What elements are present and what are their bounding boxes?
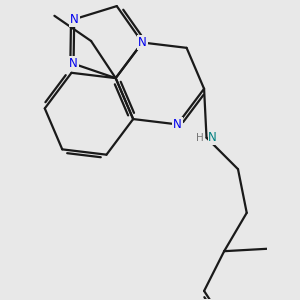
Text: H: H <box>196 133 204 143</box>
Text: N: N <box>208 131 217 144</box>
Text: N: N <box>70 13 79 26</box>
Text: N: N <box>138 36 147 49</box>
Text: N: N <box>69 57 78 70</box>
Text: N: N <box>173 118 182 131</box>
